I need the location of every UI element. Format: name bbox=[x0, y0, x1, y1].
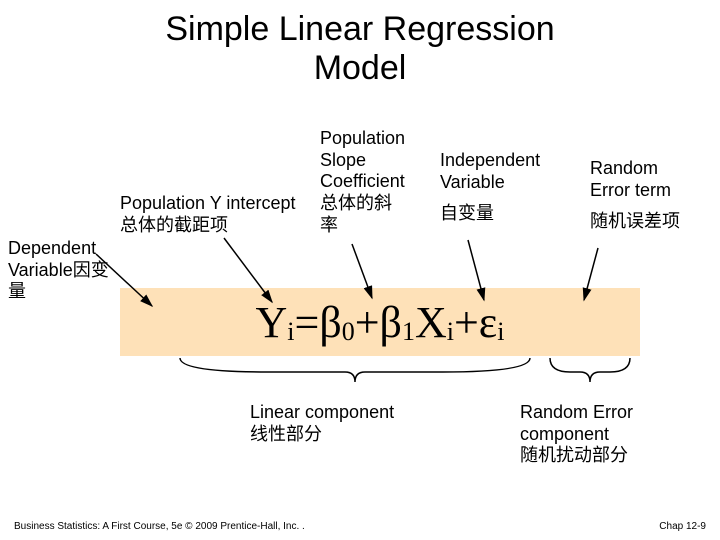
linear-component-label: Linear component 线性部分 bbox=[250, 402, 394, 445]
err-cn: 随机误差项 bbox=[590, 211, 680, 231]
eq-plus1: + bbox=[355, 297, 380, 348]
regression-diagram: Dependent Variable因变 量 Population Y inte… bbox=[0, 88, 720, 508]
rand-cn: 随机扰动部分 bbox=[520, 445, 628, 465]
slope-cn2: 率 bbox=[320, 215, 338, 235]
eq-plus2: + bbox=[454, 297, 479, 348]
err-en1: Random bbox=[590, 158, 658, 178]
brace-linear bbox=[180, 358, 530, 382]
eq-beta1: β bbox=[380, 297, 402, 348]
indep-en1: Independent bbox=[440, 150, 540, 170]
dependent-en: Dependent bbox=[8, 238, 96, 258]
rand-en2: component bbox=[520, 424, 609, 444]
eq-Y: Y bbox=[255, 297, 287, 348]
eq-beta0: β bbox=[319, 297, 341, 348]
indep-en2: Variable bbox=[440, 172, 505, 192]
footer-left: Business Statistics: A First Course, 5e … bbox=[14, 521, 305, 532]
footer-right: Chap 12-9 bbox=[659, 521, 706, 532]
eq-X: X bbox=[415, 297, 447, 348]
err-en2: Error term bbox=[590, 180, 671, 200]
eq-i2: i bbox=[447, 317, 454, 347]
slope-en1: Population bbox=[320, 128, 405, 148]
slope-en2: Slope bbox=[320, 150, 366, 170]
independent-label: Independent Variable 自变量 bbox=[440, 150, 540, 225]
intercept-label: Population Y intercept 总体的截距项 bbox=[120, 193, 295, 236]
eq-i1: i bbox=[287, 317, 294, 347]
intercept-cn: 总体的截距项 bbox=[120, 215, 228, 235]
slope-cn1: 总体的斜 bbox=[320, 193, 392, 213]
linear-cn: 线性部分 bbox=[250, 424, 322, 444]
dependent-label: Dependent Variable因变 量 bbox=[8, 238, 109, 303]
indep-cn: 自变量 bbox=[440, 203, 494, 223]
slope-en3: Coefficient bbox=[320, 171, 405, 191]
eq-equals: = bbox=[295, 297, 320, 348]
random-component-label: Random Error component 随机扰动部分 bbox=[520, 402, 633, 467]
dependent-cn: Variable因变 bbox=[8, 260, 109, 280]
eq-i3: i bbox=[497, 317, 504, 347]
equation-box: Yi = β0 + β1 Xi + εi bbox=[120, 288, 640, 356]
intercept-en: Population Y intercept bbox=[120, 193, 295, 213]
linear-en: Linear component bbox=[250, 402, 394, 422]
slope-label: Population Slope Coefficient 总体的斜 率 bbox=[320, 128, 405, 236]
error-label: Random Error term 随机误差项 bbox=[590, 158, 680, 233]
dependent-cn2: 量 bbox=[8, 281, 26, 301]
eq-one: 1 bbox=[402, 317, 415, 347]
eq-zero: 0 bbox=[342, 317, 355, 347]
rand-en1: Random Error bbox=[520, 402, 633, 422]
slide-title: Simple Linear Regression Model bbox=[0, 0, 720, 88]
eq-eps: ε bbox=[479, 297, 497, 348]
title-line-1: Simple Linear Regression bbox=[165, 10, 554, 48]
brace-random bbox=[550, 358, 630, 382]
title-line-2: Model bbox=[314, 49, 407, 87]
